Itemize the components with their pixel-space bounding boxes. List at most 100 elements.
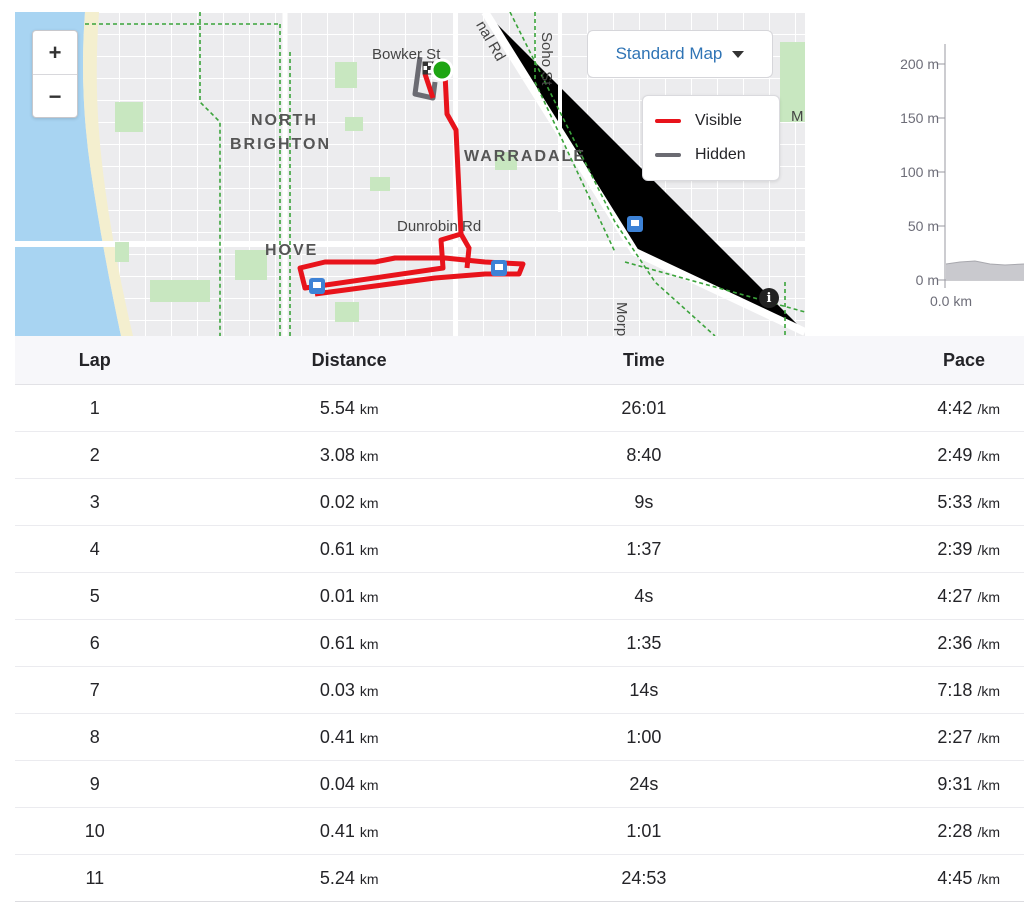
- distance-cell-unit: km: [359, 729, 379, 746]
- lap-number-cell: 2: [15, 431, 175, 479]
- distance-cell-unit: km: [359, 494, 379, 511]
- time-cell: 24s: [523, 760, 764, 808]
- pace-cell: 4:45 /km: [763, 854, 1024, 902]
- distance-cell: 0.03 km: [174, 666, 524, 714]
- distance-cell-value: 0.02: [319, 491, 355, 512]
- distance-cell: 0.04 km: [174, 760, 524, 808]
- distance-cell-unit: km: [359, 635, 379, 652]
- transit-icon: [309, 278, 325, 294]
- route-map[interactable]: NORTH BRIGHTON WARRADALE HOVE Bowker St …: [15, 12, 805, 336]
- zoom-control: + −: [32, 30, 78, 118]
- lap-row: 6 0.61 km 1:35 2:36 /km: [15, 619, 1024, 667]
- pace-cell-unit: /km: [977, 682, 1000, 699]
- lap-number-cell-value: 8: [89, 726, 100, 747]
- pace-cell-unit: /km: [977, 400, 1000, 417]
- time-cell-value: 9s: [634, 491, 654, 512]
- elevation-plot: [938, 44, 1024, 288]
- distance-cell-value: 0.61: [319, 538, 355, 559]
- distance-cell: 5.54 km: [174, 384, 524, 432]
- beach: [83, 12, 133, 336]
- pace-cell-value: 2:28: [937, 820, 973, 841]
- visible-route: [297, 73, 526, 297]
- distance-column-header[interactable]: Distance: [174, 336, 524, 385]
- time-cell-value: 8:40: [626, 444, 662, 465]
- elevation-x-tick: 0.0 km: [930, 293, 973, 309]
- lap-number-cell-value: 10: [84, 820, 105, 841]
- pace-cell: 2:28 /km: [763, 807, 1024, 855]
- suburb-label-hove: HOVE: [265, 242, 319, 259]
- pace-cell-unit: /km: [977, 494, 1000, 511]
- pace-column-header[interactable]: Pace: [763, 336, 1024, 385]
- street-label: Morp: [613, 302, 630, 336]
- time-cell-value: 26:01: [621, 397, 667, 418]
- distance-cell: 0.41 km: [174, 807, 524, 855]
- start-marker-icon: [430, 58, 454, 82]
- time-column-header[interactable]: Time: [523, 336, 764, 385]
- distance-cell-unit: km: [359, 823, 379, 840]
- pace-cell-unit: /km: [977, 776, 1000, 793]
- map-type-dropdown[interactable]: Standard Map: [587, 30, 773, 78]
- lap-column-header[interactable]: Lap: [15, 336, 175, 385]
- zoom-in-button[interactable]: +: [33, 31, 77, 75]
- distance-cell-value: 0.03: [319, 679, 355, 700]
- lap-number-cell: 11: [15, 854, 175, 902]
- distance-cell-value: 0.04: [319, 773, 355, 794]
- elevation-chart: 200 m 150 m 100 m 50 m 0 m 0.0 km: [820, 12, 1024, 336]
- street-label: Dunrobin Rd: [397, 218, 482, 235]
- time-cell: 9s: [523, 478, 764, 526]
- pace-cell-unit: /km: [977, 635, 1000, 652]
- pace-cell: 2:27 /km: [763, 713, 1024, 761]
- lap-number-cell: 5: [15, 572, 175, 620]
- lap-number-cell-value: 9: [89, 773, 100, 794]
- lap-row: 9 0.04 km 24s 9:31 /km: [15, 760, 1024, 808]
- lap-number-cell-value: 3: [89, 491, 100, 512]
- time-cell: 1:01: [523, 807, 764, 855]
- pace-cell-value: 4:45: [937, 867, 973, 888]
- distance-cell-value: 0.41: [319, 820, 355, 841]
- route-legend: Visible Hidden: [642, 95, 780, 181]
- lap-row: 4 0.61 km 1:37 2:39 /km: [15, 525, 1024, 573]
- distance-cell-value: 5.24: [319, 867, 355, 888]
- legend-swatch-hidden: [655, 153, 681, 157]
- lap-number-cell-value: 4: [89, 538, 100, 559]
- distance-cell: 0.61 km: [174, 619, 524, 667]
- pace-cell-value: 4:42: [937, 397, 973, 418]
- info-icon[interactable]: i: [759, 288, 779, 308]
- distance-cell-unit: km: [359, 541, 379, 558]
- street-label: Bowker St: [372, 46, 441, 63]
- distance-cell: 0.61 km: [174, 525, 524, 573]
- transit-icon: [627, 216, 643, 232]
- elevation-y-tick: 0 m: [915, 272, 939, 288]
- pace-cell-value: 7:18: [937, 679, 973, 700]
- lap-row: 3 0.02 km 9s 5:33 /km: [15, 478, 1024, 526]
- elevation-y-tick: 50 m: [907, 218, 939, 234]
- lap-row: 2 3.08 km 8:40 2:49 /km: [15, 431, 1024, 479]
- pace-cell-value: 4:27: [937, 585, 973, 606]
- distance-cell-unit: km: [359, 588, 379, 605]
- pace-cell-value: 5:33: [937, 491, 973, 512]
- distance-cell-value: 0.41: [319, 726, 355, 747]
- elevation-y-tick: 150 m: [900, 110, 939, 126]
- distance-cell-value: 5.54: [319, 397, 355, 418]
- hidden-route-segment: [412, 56, 438, 101]
- time-cell-value: 14s: [629, 679, 659, 700]
- time-cell-value: 1:01: [626, 820, 662, 841]
- lap-row: 8 0.41 km 1:00 2:27 /km: [15, 713, 1024, 761]
- time-cell: 1:00: [523, 713, 764, 761]
- laps-table: Lap Distance Time Pace 1 5.54 km 26:01 4:42…: [15, 336, 1024, 902]
- pace-cell-unit: /km: [977, 729, 1000, 746]
- distance-cell: 0.01 km: [174, 572, 524, 620]
- lap-row: 7 0.03 km 14s 7:18 /km: [15, 666, 1024, 714]
- zoom-out-button[interactable]: −: [48, 83, 62, 109]
- pace-cell: 2:39 /km: [763, 525, 1024, 573]
- pace-cell-unit: /km: [977, 541, 1000, 558]
- suburb-label-north: NORTH: [251, 112, 318, 129]
- distance-cell-unit: km: [359, 870, 379, 887]
- distance-cell: 3.08 km: [174, 431, 524, 479]
- distance-cell-value: 0.01: [319, 585, 355, 606]
- pace-cell-unit: /km: [977, 870, 1000, 887]
- pace-cell-value: 9:31: [937, 773, 973, 794]
- pace-cell: 7:18 /km: [763, 666, 1024, 714]
- distance-cell: 5.24 km: [174, 854, 524, 902]
- lap-row: 11 5.24 km 24:53 4:45 /km: [15, 854, 1024, 902]
